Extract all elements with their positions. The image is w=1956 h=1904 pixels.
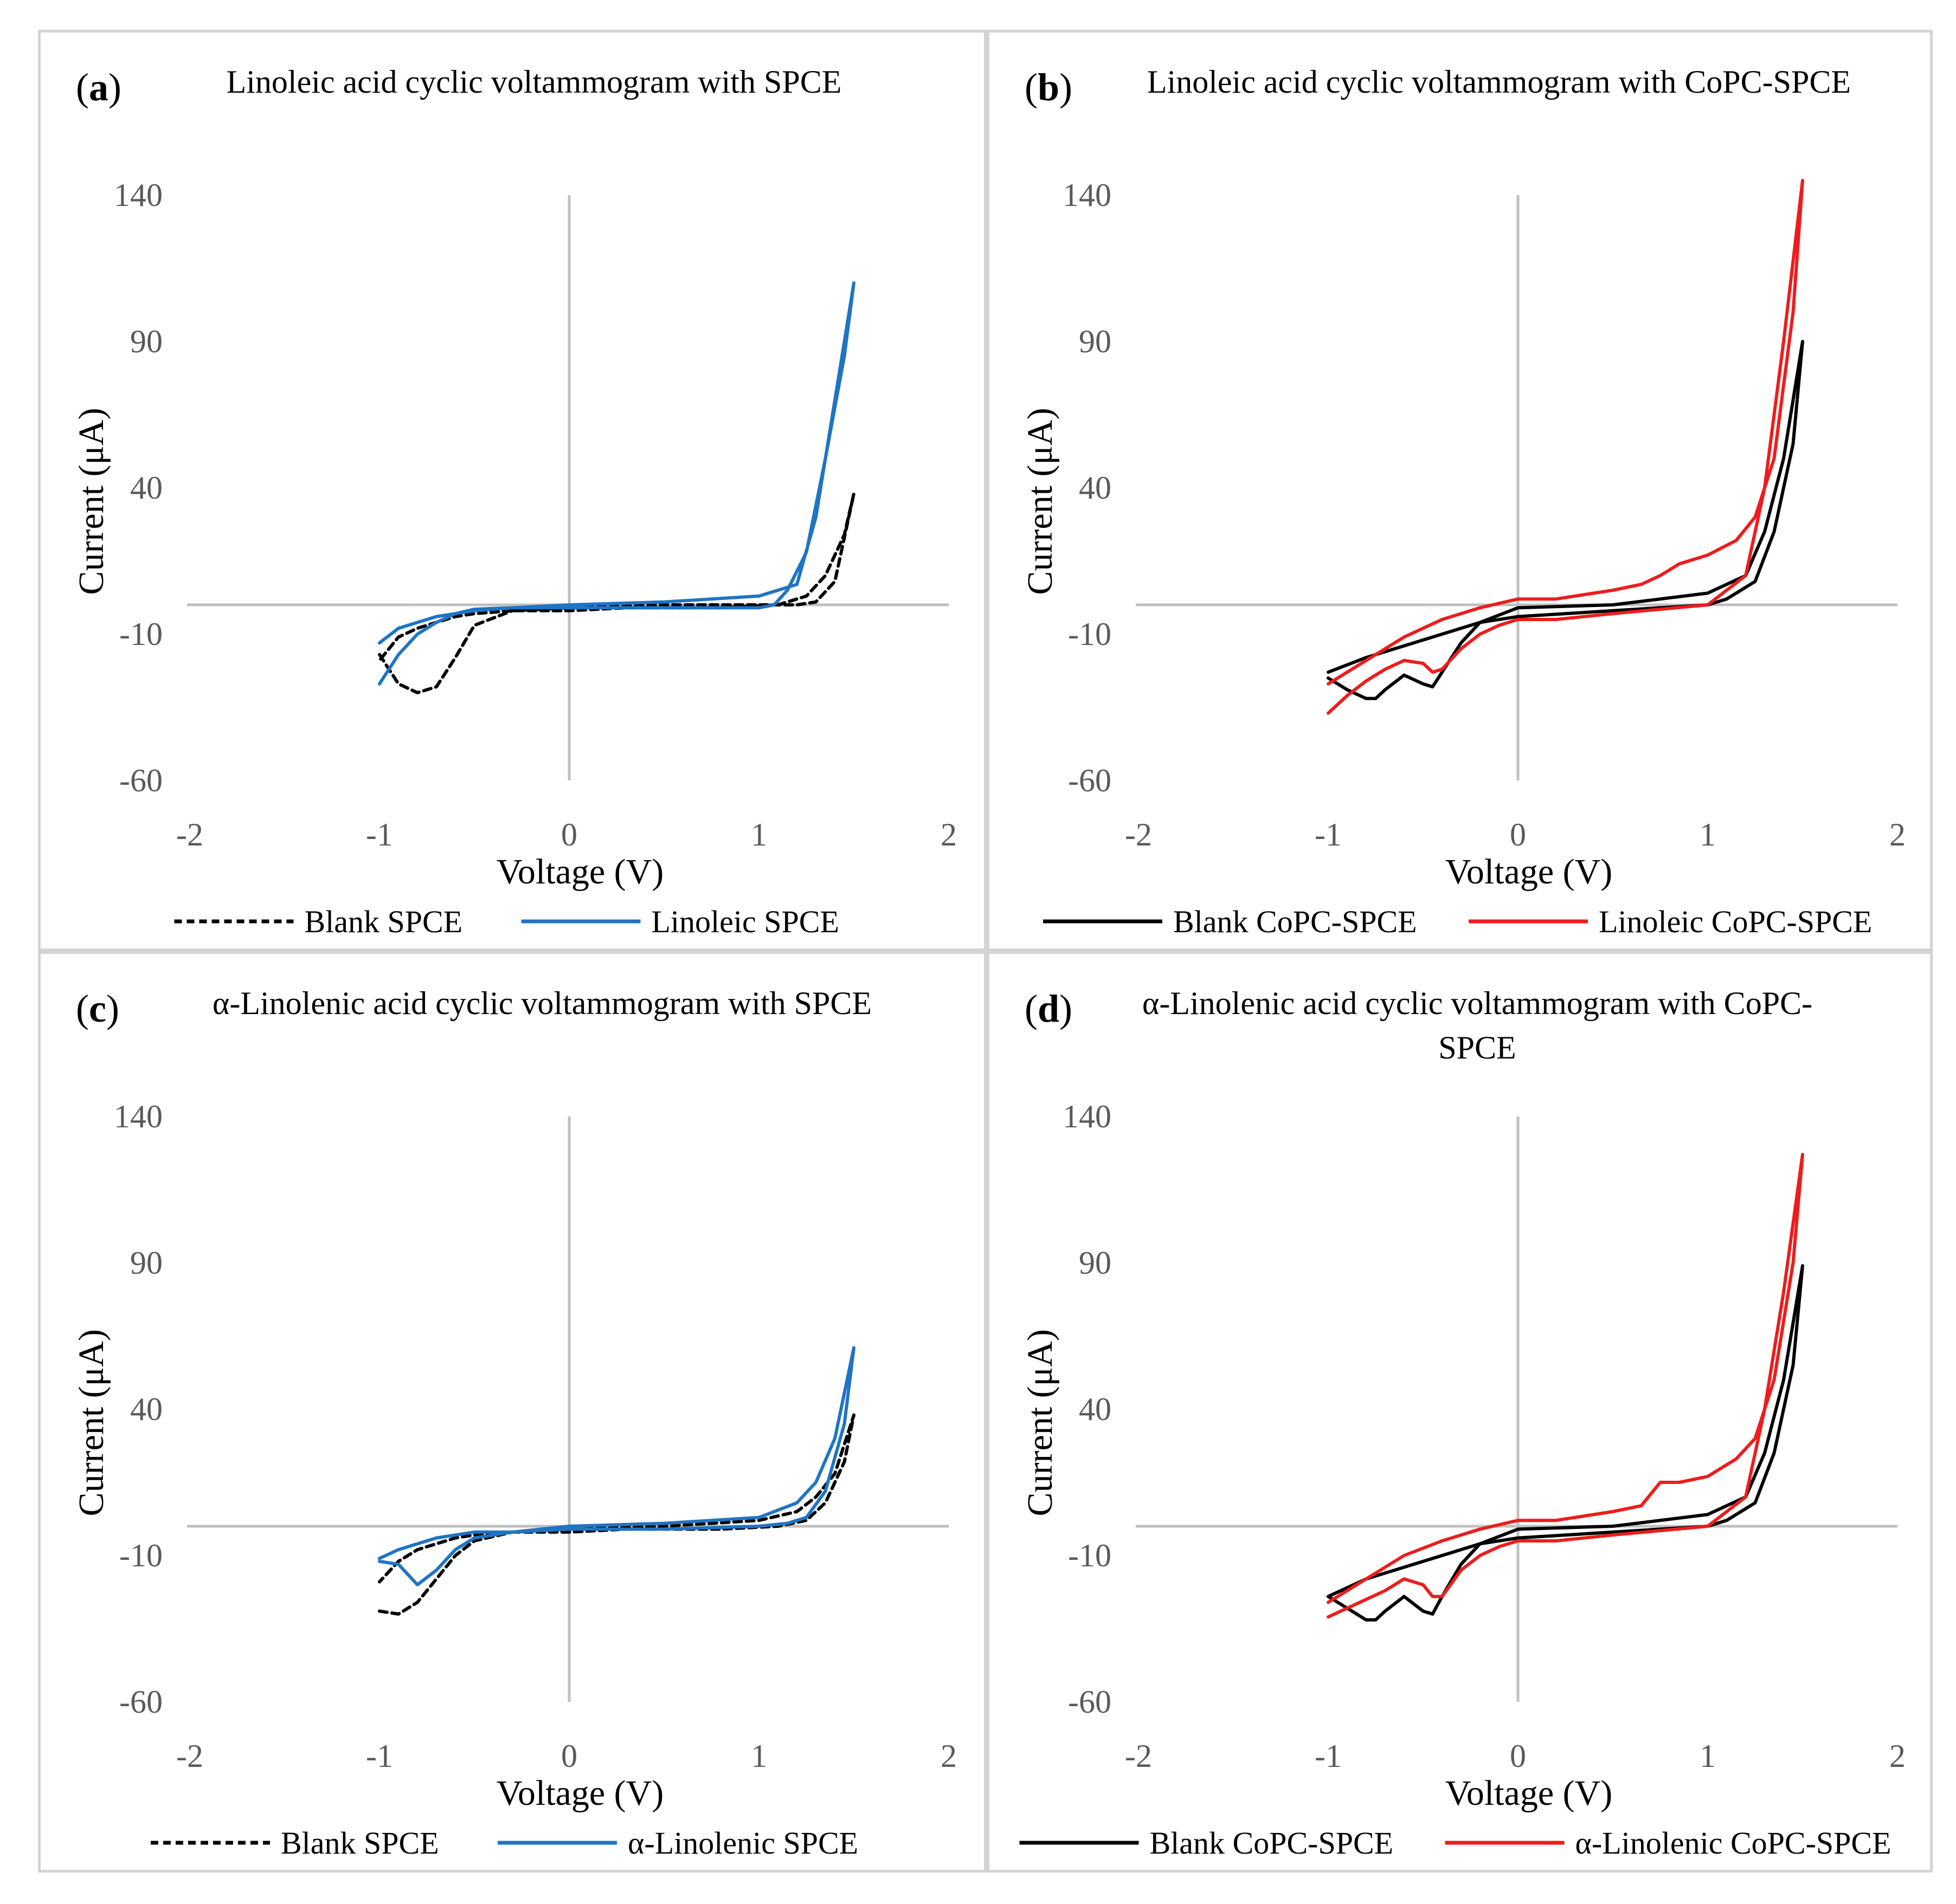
series-line-2 (378, 1346, 855, 1586)
series-line-2 (1327, 179, 1804, 715)
series-line-1 (378, 1413, 855, 1616)
chart-title: α-Linolenic acid cyclic voltammogram wit… (212, 985, 872, 1021)
y-tick-label: 140 (1063, 177, 1111, 213)
y-tick-label: -60 (1068, 1684, 1111, 1720)
x-tick-label: 0 (561, 817, 577, 853)
series-line-2 (378, 281, 855, 686)
y-tick-label: 90 (1079, 324, 1111, 359)
x-tick-label: 1 (751, 1738, 767, 1774)
x-axis-title: Voltage (V) (497, 852, 664, 892)
chart-title: α-Linolenic acid cyclic voltammogram wit… (1142, 985, 1813, 1066)
x-tick-label: 0 (1510, 817, 1526, 853)
x-tick-label: -1 (1315, 1738, 1342, 1774)
x-tick-label: -2 (1125, 817, 1152, 853)
series-line-1 (378, 492, 855, 694)
y-tick-label: -10 (1068, 1538, 1111, 1573)
legend-label: α-Linolenic CoPC-SPCE (1575, 1825, 1891, 1861)
panel-a: 140 90 40 -10 -60 -2 -1 0 1 2 Voltage (V) Current (… (38, 30, 987, 951)
x-tick-label: 2 (941, 817, 957, 853)
x-tick-label: -2 (176, 817, 203, 853)
x-tick-label: 1 (1700, 817, 1716, 853)
panel-label: (b) (1025, 66, 1073, 109)
series-line-1 (1327, 340, 1804, 700)
y-tick-label: 40 (1079, 1391, 1111, 1427)
legend-label: Blank CoPC-SPCE (1150, 1825, 1394, 1861)
x-tick-label: 1 (1700, 1738, 1716, 1774)
y-tick-label: -60 (119, 763, 163, 798)
x-tick-label: -1 (366, 1738, 393, 1774)
chart-title: Linoleic acid cyclic voltammogram with C… (1147, 64, 1851, 100)
y-tick-label: 90 (1079, 1245, 1111, 1281)
x-axis-title: Voltage (V) (1445, 1773, 1613, 1813)
y-axis-title: Current (μA) (72, 408, 111, 595)
x-tick-label: -1 (366, 817, 393, 853)
legend-label: Blank SPCE (281, 1825, 439, 1861)
x-tick-label: 1 (751, 817, 767, 853)
y-tick-label: 140 (114, 1099, 163, 1134)
legend-label: Blank SPCE (305, 904, 463, 939)
y-tick-label: 90 (130, 324, 163, 359)
legend-label: Linoleic CoPC-SPCE (1599, 904, 1872, 939)
legend-label: Blank CoPC-SPCE (1173, 904, 1417, 939)
x-tick-label: 2 (1889, 1738, 1906, 1774)
panel-d: 140 90 40 -10 -60 -2 -1 0 1 2 Voltage (V) Current (… (987, 951, 1933, 1873)
x-tick-label: 0 (561, 1738, 577, 1774)
x-axis-title: Voltage (V) (1445, 852, 1613, 892)
y-tick-label: 40 (1079, 470, 1111, 506)
y-axis-title: Current (μA) (1020, 408, 1060, 595)
y-tick-label: -10 (1068, 616, 1111, 652)
legend-label: α-Linolenic SPCE (628, 1825, 858, 1861)
x-tick-label: 0 (1510, 1738, 1526, 1774)
y-tick-label: -10 (119, 616, 163, 652)
series-line-2 (1327, 1153, 1804, 1619)
y-tick-label: 40 (130, 1391, 163, 1427)
x-tick-label: 2 (1889, 817, 1906, 853)
y-tick-label: 90 (130, 1245, 163, 1281)
x-tick-label: -1 (1315, 817, 1342, 853)
panel-label: (c) (76, 987, 119, 1030)
x-tick-label: 2 (941, 1738, 957, 1774)
y-tick-label: 140 (114, 177, 163, 213)
chart-title: Linoleic acid cyclic voltammogram with S… (226, 64, 842, 100)
y-tick-label: 140 (1063, 1099, 1111, 1134)
y-tick-label: 40 (130, 470, 163, 506)
y-tick-label: -60 (119, 1684, 163, 1720)
x-tick-label: -2 (1125, 1738, 1152, 1774)
panel-label: (d) (1025, 987, 1073, 1030)
series-line-1 (1327, 1264, 1804, 1622)
y-axis-title: Current (μA) (1020, 1329, 1060, 1516)
panel-b: 140 90 40 -10 -60 -2 -1 0 1 2 Voltage (V) Current (… (987, 30, 1933, 951)
y-tick-label: -60 (1068, 763, 1111, 798)
panel-c: 140 90 40 -10 -60 -2 -1 0 1 2 Voltage (V) Current (… (38, 951, 987, 1873)
x-tick-label: -2 (176, 1738, 203, 1774)
x-axis-title: Voltage (V) (497, 1773, 664, 1813)
y-tick-label: -10 (119, 1538, 163, 1573)
y-axis-title: Current (μA) (72, 1329, 111, 1516)
panel-label: (a) (76, 66, 121, 109)
legend-label: Linoleic SPCE (652, 904, 839, 939)
